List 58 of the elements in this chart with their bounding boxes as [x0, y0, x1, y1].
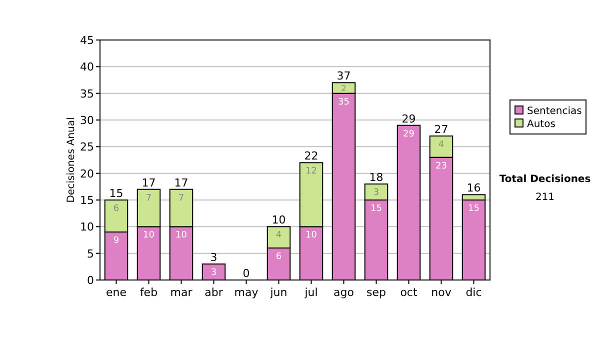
data-label: 3 — [373, 188, 380, 198]
y-tick-label: 40 — [80, 60, 94, 74]
y-tick-label: 15 — [80, 194, 94, 207]
y-tick-label: 30 — [80, 114, 94, 127]
y-tick-label: 25 — [80, 140, 94, 154]
y-tick-label: 0 — [87, 274, 94, 287]
x-tick-label: may — [234, 286, 259, 299]
y-tick-label: 5 — [87, 247, 94, 260]
total-label: 29 — [402, 112, 416, 126]
total-label: 18 — [369, 171, 384, 184]
y-tick-label: 35 — [80, 87, 94, 100]
data-label: 15 — [370, 204, 382, 214]
y-tick-label: 45 — [80, 34, 94, 47]
x-tick-label: abr — [204, 286, 224, 299]
data-label: 9 — [113, 236, 120, 246]
data-label: 4 — [438, 140, 444, 150]
data-label: 10 — [143, 230, 155, 241]
text: 211 — [535, 192, 555, 203]
x-tick-label: sep — [366, 286, 386, 299]
data-label: 6 — [276, 252, 282, 262]
data-label: 10 — [306, 230, 318, 241]
data-label: 35 — [338, 97, 350, 108]
total-label: 37 — [336, 70, 351, 83]
legend-label: Autos — [527, 119, 556, 130]
data-label: 12 — [306, 166, 317, 177]
x-tick-label: jun — [269, 286, 288, 299]
data-label: 7 — [178, 193, 184, 204]
total-label: 15 — [109, 187, 124, 200]
x-tick-label: feb — [140, 286, 158, 299]
text: Total Decisiones — [499, 174, 591, 185]
total-label: 27 — [434, 123, 448, 136]
y-tick-label: 10 — [80, 220, 94, 234]
data-label: 3 — [210, 268, 217, 278]
total-label: 22 — [304, 150, 318, 163]
total-label: 3 — [210, 251, 218, 264]
total-label: 16 — [466, 182, 481, 195]
x-tick-label: mar — [170, 286, 193, 299]
x-tick-label: jul — [304, 286, 318, 299]
y-tick-label: 20 — [80, 167, 94, 180]
x-tick-label: ago — [334, 286, 354, 299]
data-label: 6 — [113, 204, 120, 214]
data-label: 15 — [468, 204, 480, 214]
x-tick-label: oct — [400, 286, 418, 299]
total-label: 0 — [242, 267, 250, 280]
data-label: 10 — [176, 230, 188, 241]
data-label: 7 — [146, 193, 152, 204]
legend-label: Sentencias — [527, 106, 582, 117]
y-axis-title: Decisiones Anual — [66, 117, 77, 203]
data-label: 4 — [276, 230, 282, 241]
x-tick-label: dic — [466, 286, 482, 299]
total-label: 10 — [272, 214, 286, 227]
data-label: 29 — [403, 129, 415, 140]
total-label: 17 — [174, 176, 188, 190]
x-tick-label: ene — [106, 286, 127, 299]
total-label: 17 — [142, 176, 156, 190]
x-tick-label: nov — [431, 286, 452, 299]
data-label: 2 — [341, 84, 346, 93]
data-label: 23 — [436, 161, 447, 172]
